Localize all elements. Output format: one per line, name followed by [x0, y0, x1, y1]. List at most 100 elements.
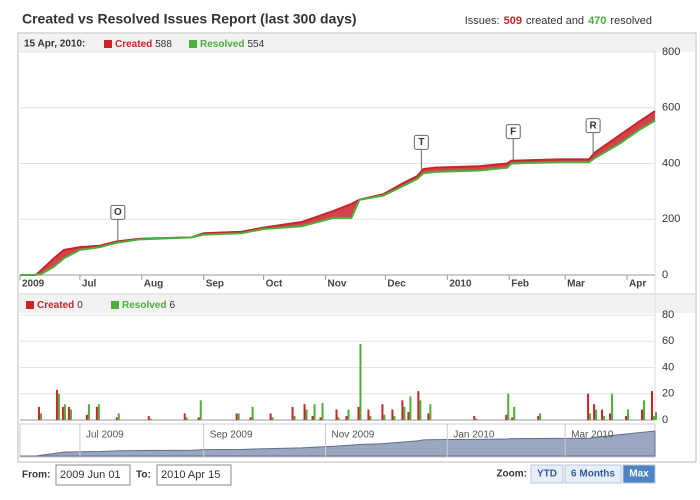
chart-panel	[17, 32, 697, 463]
bar	[87, 404, 90, 420]
bar	[95, 406, 98, 420]
y-tick-label: 40	[662, 361, 674, 373]
zoom-button-label[interactable]: Max	[629, 469, 649, 480]
bar	[183, 413, 186, 420]
bar	[37, 406, 40, 420]
bar	[185, 417, 188, 420]
zoom-button-label[interactable]: YTD	[537, 469, 557, 480]
x-tick-label: Nov	[328, 279, 347, 290]
bar	[587, 393, 590, 420]
bar	[429, 404, 432, 420]
bar	[417, 391, 420, 420]
bar	[539, 413, 542, 420]
bar	[589, 413, 592, 420]
bar	[427, 413, 430, 420]
legend-swatch	[104, 40, 112, 48]
bar	[57, 393, 60, 420]
bar	[85, 414, 88, 420]
from-value[interactable]: 2009 Jun 01	[60, 469, 121, 481]
to-label: To:	[136, 470, 151, 481]
series-line	[20, 119, 656, 276]
y-tick-label: 0	[662, 269, 668, 281]
bar	[505, 414, 508, 420]
legend-name: Resolved	[122, 300, 166, 311]
flag-box	[110, 204, 126, 220]
zoom-label: Zoom:	[496, 469, 527, 480]
y-tick-label: 200	[662, 213, 680, 225]
bar	[409, 396, 412, 420]
top-legend-bar	[19, 34, 695, 52]
bar	[293, 416, 296, 420]
legend-value: 554	[247, 39, 264, 50]
legend-swatch	[26, 301, 34, 309]
bar	[393, 416, 396, 420]
x-tick-label: Mar	[567, 279, 585, 290]
zoom-button[interactable]	[564, 464, 622, 484]
navigator-label: Jan 2010	[453, 430, 495, 441]
bar	[197, 417, 200, 420]
bar	[311, 416, 314, 420]
x-tick-label: Jul	[82, 279, 97, 290]
y-tick-label: 20	[662, 388, 674, 400]
bar	[641, 409, 644, 420]
y-tick-label: 400	[662, 157, 680, 169]
flag-label: F	[510, 126, 516, 137]
bar	[251, 406, 254, 420]
bar	[337, 417, 340, 420]
bar	[401, 400, 404, 420]
bar	[117, 413, 120, 420]
y-tick-label: 80	[662, 309, 674, 321]
legend-entry: Created 0	[37, 300, 83, 311]
bar	[69, 409, 72, 420]
legend-entry: Resolved 554	[200, 39, 265, 50]
bar	[235, 413, 238, 420]
zoom-button[interactable]	[622, 464, 656, 484]
bar	[625, 416, 628, 420]
x-tick-label: 2010	[449, 279, 472, 290]
legend-swatch	[111, 301, 119, 309]
zoom-button-label[interactable]: 6 Months	[571, 469, 615, 480]
bar	[419, 400, 422, 420]
bar	[67, 406, 70, 420]
legend-name: Created	[37, 300, 74, 311]
bar	[291, 406, 294, 420]
to-value[interactable]: 2010 Apr 15	[161, 469, 220, 481]
zoom-button[interactable]	[530, 464, 564, 484]
from-label: From:	[22, 470, 50, 481]
navigator-label: Jul 2009	[86, 430, 124, 441]
y-tick-label: 600	[662, 102, 680, 114]
y-tick-label: 800	[662, 46, 680, 58]
bar	[653, 416, 656, 420]
bar	[249, 417, 252, 420]
legend-name: Created	[115, 39, 152, 50]
bar	[303, 404, 306, 420]
from-input[interactable]	[55, 464, 131, 486]
bar	[147, 416, 150, 420]
legend-date: 15 Apr, 2010:	[24, 39, 85, 50]
navigator-area	[20, 430, 656, 457]
x-tick-label: Sep	[206, 279, 224, 290]
bar	[601, 409, 604, 420]
bar	[321, 402, 324, 420]
summary-created: 509	[504, 15, 522, 27]
summary-resolved-text: resolved	[610, 15, 652, 27]
navigator-label: Nov 2009	[332, 430, 375, 441]
to-input[interactable]	[156, 464, 232, 486]
y-tick-label: 60	[662, 335, 674, 347]
legend-value: 0	[77, 300, 83, 311]
flag-label: T	[418, 137, 424, 148]
bar	[513, 406, 516, 420]
bar	[347, 409, 350, 420]
bar	[655, 412, 657, 420]
series-line	[20, 110, 656, 276]
bar	[199, 400, 202, 420]
bar	[643, 400, 646, 420]
flag-label: O	[114, 207, 122, 218]
legend-name: Resolved	[200, 39, 244, 50]
bar	[269, 413, 272, 420]
summary-label: Issues:	[465, 15, 500, 27]
x-tick-label: Oct	[266, 279, 283, 290]
bar	[537, 416, 540, 420]
